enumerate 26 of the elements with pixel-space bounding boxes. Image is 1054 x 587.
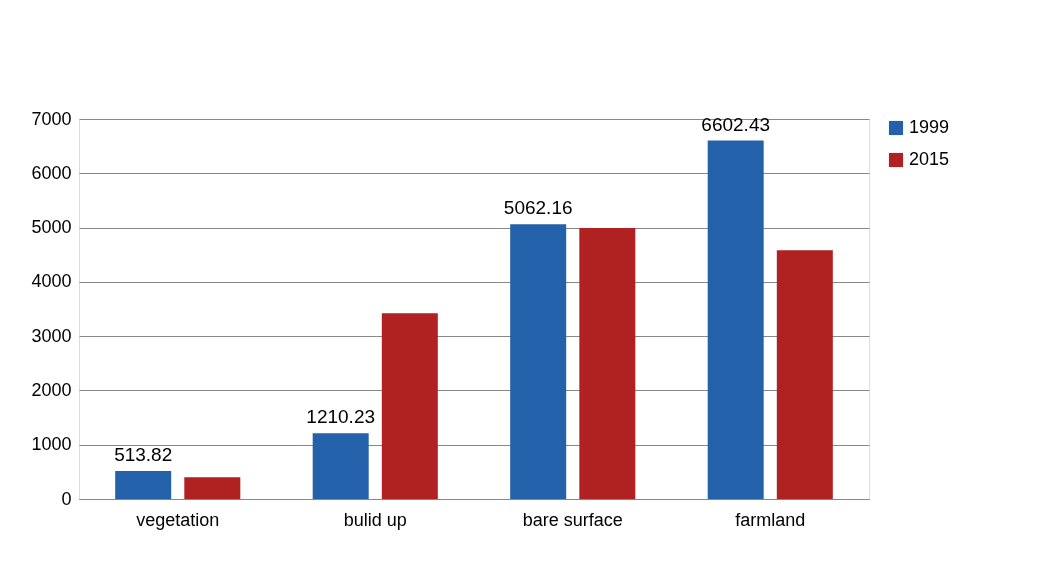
bar [579, 228, 636, 499]
y-tick-label: 6000 [31, 162, 72, 183]
bar [707, 140, 764, 499]
bar [312, 433, 369, 499]
x-tick-label: bulid up [343, 509, 407, 530]
y-tick-label: 2000 [31, 379, 72, 400]
legend-label: 2015 [909, 149, 950, 169]
bar [184, 477, 241, 499]
y-tick-label: 5000 [31, 217, 72, 238]
x-tick-label: bare surface [522, 509, 623, 530]
data-label: 6602.43 [701, 113, 771, 135]
data-label: 5062.16 [503, 197, 573, 219]
y-tick-label: 4000 [31, 271, 72, 292]
y-tick-label: 0 [61, 488, 72, 509]
y-tick-label: 1000 [31, 434, 72, 455]
x-tick-label: farmland [735, 509, 806, 530]
bar [115, 471, 172, 499]
bar [381, 313, 438, 499]
y-tick-label: 7000 [31, 108, 72, 129]
data-label: 1210.23 [306, 406, 376, 428]
bar [776, 250, 833, 499]
legend-label: 1999 [909, 117, 950, 137]
bar [510, 224, 567, 499]
x-tick-label: vegetation [136, 509, 220, 530]
y-tick-label: 3000 [31, 325, 72, 346]
data-label: 513.82 [114, 444, 173, 466]
